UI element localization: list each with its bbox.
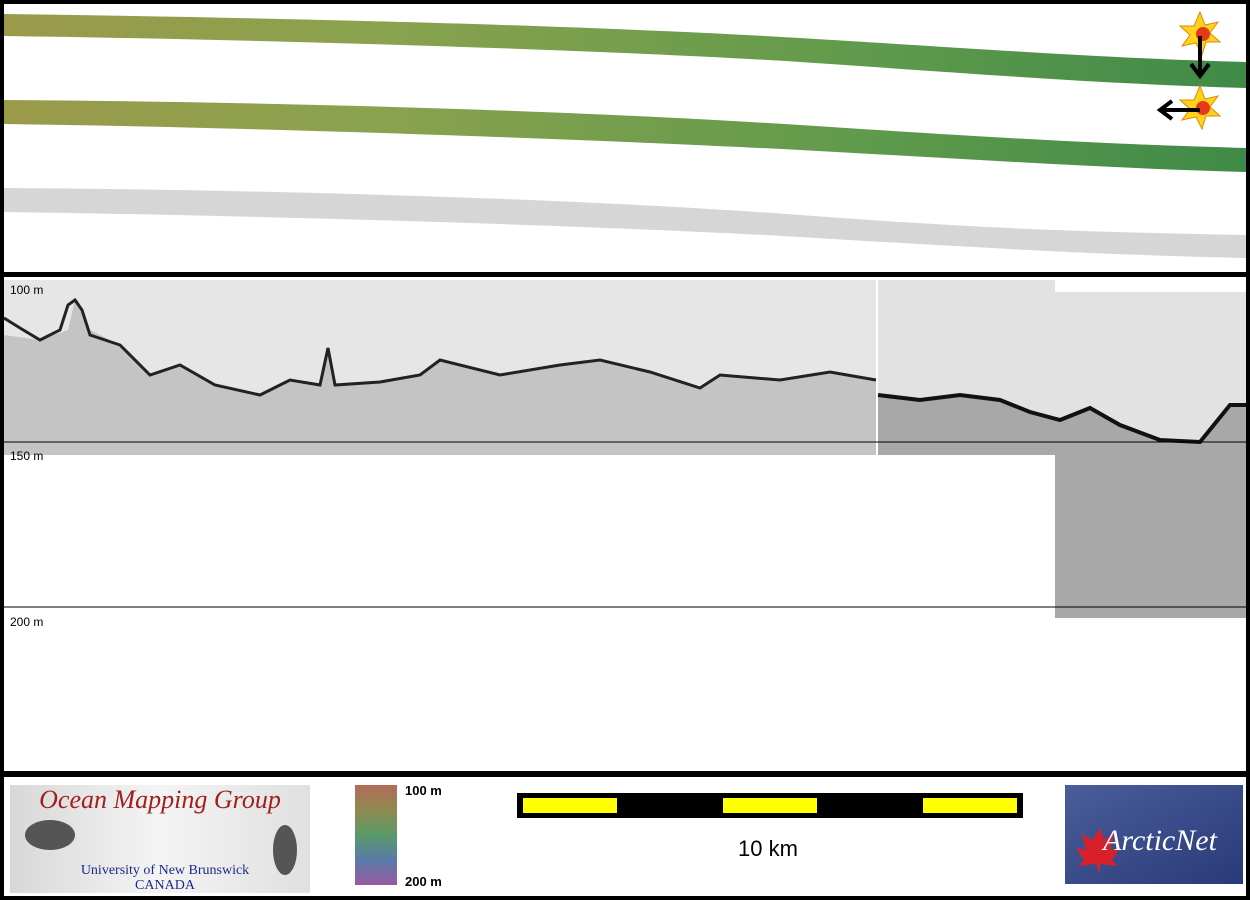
backscatter-swath xyxy=(4,188,1246,258)
scale-label: 10 km xyxy=(738,836,798,861)
scale-segment xyxy=(723,798,817,813)
scale-segment xyxy=(523,798,617,813)
omg-logo-graphic xyxy=(25,820,75,850)
arcticnet-logo xyxy=(1065,785,1243,884)
colorbar xyxy=(355,785,397,885)
bathymetry-swath xyxy=(4,14,1246,88)
depth-label: 100 m xyxy=(10,283,43,297)
depth-label: 200 m xyxy=(10,615,43,629)
depth-label: 150 m xyxy=(10,449,43,463)
bathymetry-swath xyxy=(4,100,1246,172)
sediment xyxy=(4,300,876,455)
colorbar-label: 100 m xyxy=(405,783,442,798)
sun-icon xyxy=(1178,10,1222,80)
maple-leaf xyxy=(1076,828,1120,874)
omg-logo-graphic xyxy=(273,825,297,875)
sediment xyxy=(878,395,1246,618)
scale-segment xyxy=(923,798,1017,813)
seafloor-line xyxy=(877,392,1246,445)
omg-country: CANADA xyxy=(135,878,196,893)
colorbar-label: 200 m xyxy=(405,874,442,889)
omg-title: Ocean Mapping Group xyxy=(39,785,281,814)
sun-icon xyxy=(1156,84,1222,131)
arcticnet-title: ArcticNet xyxy=(1101,824,1218,857)
omg-university: University of New Brunswick xyxy=(81,863,249,878)
seafloor-line xyxy=(3,297,877,397)
